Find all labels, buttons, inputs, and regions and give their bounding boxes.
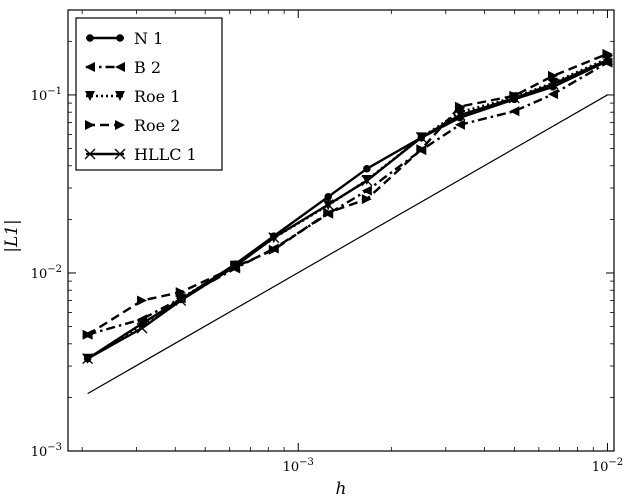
series-line bbox=[86, 60, 608, 360]
data-point bbox=[509, 106, 520, 117]
reference-slope-line bbox=[87, 94, 608, 395]
x-axis-label: h bbox=[336, 479, 347, 499]
legend-marker bbox=[114, 148, 126, 160]
data-point bbox=[136, 322, 148, 334]
data-point bbox=[416, 144, 427, 155]
reference-line-layer bbox=[87, 94, 608, 395]
legend-marker bbox=[116, 34, 124, 42]
legend-marker bbox=[85, 91, 95, 101]
data-point bbox=[175, 295, 187, 307]
data-point bbox=[601, 54, 613, 66]
legend-label: Roe 2 bbox=[134, 116, 180, 135]
data-point bbox=[82, 329, 93, 340]
data-point bbox=[324, 193, 332, 201]
data-point bbox=[361, 194, 372, 205]
legend-marker bbox=[84, 148, 96, 160]
y-tick-label: 10−3 bbox=[31, 442, 62, 460]
data-point bbox=[322, 199, 334, 211]
legend-entry: Roe 1 bbox=[85, 87, 180, 106]
data-point bbox=[268, 232, 280, 244]
data-point bbox=[454, 119, 465, 130]
legend-entry: Roe 2 bbox=[85, 116, 180, 135]
plot-frame bbox=[67, 9, 615, 452]
series-layer bbox=[82, 48, 613, 365]
data-point bbox=[137, 320, 148, 331]
legend-label: HLLC 1 bbox=[134, 145, 197, 164]
legend-entry: N 1 bbox=[86, 29, 163, 48]
tick-layer: 10−3 10−2 10−3 10−2 10−1 bbox=[31, 10, 623, 475]
data-point bbox=[547, 78, 559, 90]
legend-entry: HLLC 1 bbox=[84, 145, 197, 164]
data-point bbox=[508, 92, 520, 104]
data-point bbox=[548, 89, 559, 100]
data-point bbox=[137, 295, 148, 306]
data-point bbox=[602, 48, 613, 59]
data-point bbox=[548, 70, 559, 81]
data-point bbox=[363, 164, 371, 173]
legend: N 1 B 2 Roe 1 Roe 2 HLLC 1 bbox=[75, 17, 223, 171]
data-point bbox=[175, 287, 186, 298]
legend-label: N 1 bbox=[134, 29, 163, 48]
data-point bbox=[415, 131, 427, 143]
x-tick-label: 10−3 bbox=[283, 457, 314, 475]
y-tick-label: 10−2 bbox=[31, 264, 62, 282]
data-point bbox=[268, 244, 279, 255]
series-line bbox=[87, 59, 608, 360]
data-point bbox=[82, 353, 94, 365]
legend-marker bbox=[86, 34, 94, 42]
legend-marker bbox=[115, 120, 125, 130]
series-line bbox=[86, 52, 608, 336]
x-tick-label: 10−2 bbox=[592, 457, 623, 475]
series-line bbox=[87, 61, 609, 336]
legend-marker bbox=[85, 120, 95, 130]
legend-label: B 2 bbox=[134, 58, 161, 77]
legend-marker bbox=[85, 62, 95, 72]
data-point bbox=[454, 109, 466, 121]
legend-label: Roe 1 bbox=[134, 87, 180, 106]
legend-box bbox=[75, 17, 223, 171]
data-point bbox=[454, 101, 465, 112]
legend-marker bbox=[115, 62, 125, 72]
data-point bbox=[229, 260, 241, 272]
legend-entry: B 2 bbox=[85, 58, 161, 77]
data-point bbox=[361, 185, 372, 196]
data-point bbox=[323, 207, 334, 218]
legend-marker bbox=[115, 91, 125, 101]
series-hllc-1 bbox=[82, 54, 613, 365]
y-axis-label: |L1| bbox=[2, 219, 22, 253]
data-point bbox=[361, 175, 373, 187]
y-tick-label: 10−1 bbox=[31, 86, 62, 104]
